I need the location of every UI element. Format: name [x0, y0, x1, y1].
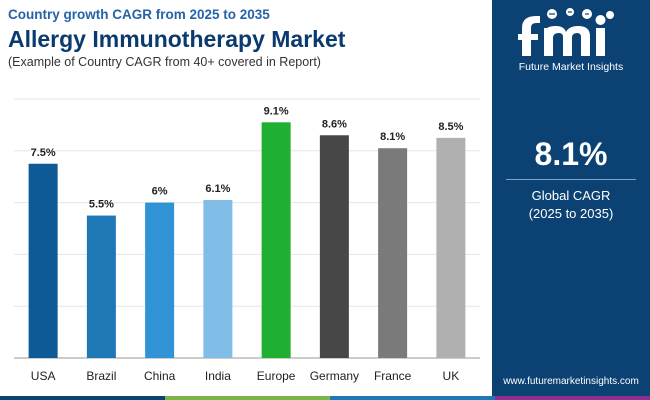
footer-segment [0, 396, 165, 400]
website-link[interactable]: www.futuremarketinsights.com [503, 376, 639, 387]
x-tick-india: India [205, 369, 231, 383]
fmi-logo-icon [518, 8, 614, 56]
chart-kicker: Country growth CAGR from 2025 to 2035 [8, 7, 270, 22]
value-label-germany: 8.6% [322, 118, 347, 130]
bar-china [145, 202, 175, 358]
x-tick-uk: UK [443, 369, 460, 383]
summary-panel: Future Market Insights 8.1% Global CAGR … [492, 0, 650, 400]
x-tick-labels: USA Brazil China India Europe Germany France UK [31, 369, 459, 383]
bar-india [203, 200, 233, 358]
cagr-divider [506, 179, 636, 180]
value-label-europe: 9.1% [264, 105, 289, 117]
bar-chart: 7.5% 5.5% 6% 6.1% 9.1% 8.6% 8.1% 8.5% USA Brazil… [14, 98, 480, 383]
footer-segment [495, 396, 650, 400]
fmi-logo: Future Market Insights [492, 6, 650, 76]
chart-subtitle: (Example of Country CAGR from 40+ covere… [8, 55, 321, 69]
bar-uk [436, 137, 466, 358]
bar-europe [261, 122, 291, 358]
bar-france [378, 148, 408, 358]
x-tick-germany: Germany [310, 369, 359, 383]
global-cagr-value: 8.1% [534, 136, 608, 172]
value-label-india: 6.1% [205, 183, 230, 195]
value-label-uk: 8.5% [438, 121, 463, 133]
x-tick-brazil: Brazil [86, 369, 116, 383]
global-cagr-label: Global CAGR [531, 188, 611, 203]
footer-color-bar [0, 396, 650, 400]
chart-header: Country growth CAGR from 2025 to 2035 Al… [8, 6, 488, 70]
x-tick-china: China [144, 369, 176, 383]
value-label-usa: 7.5% [31, 147, 56, 159]
footer-segment [165, 396, 330, 400]
bar-germany [319, 135, 349, 358]
bar-usa [28, 163, 58, 358]
value-label-france: 8.1% [380, 131, 405, 143]
value-label-china: 6% [152, 186, 168, 198]
footer-segment [330, 396, 495, 400]
x-tick-europe: Europe [257, 369, 296, 383]
x-tick-france: France [374, 369, 412, 383]
global-cagr-period: (2025 to 2035) [528, 206, 614, 221]
bar-brazil [86, 215, 116, 358]
grid-lines [14, 98, 480, 359]
chart-title: Allergy Immunotherapy Market [8, 26, 346, 52]
x-tick-usa: USA [31, 369, 56, 383]
value-label-brazil: 5.5% [89, 199, 114, 211]
logo-text: Future Market Insights [518, 61, 624, 73]
bars [28, 122, 466, 358]
value-labels: 7.5% 5.5% 6% 6.1% 9.1% 8.6% 8.1% 8.5% [31, 105, 464, 210]
